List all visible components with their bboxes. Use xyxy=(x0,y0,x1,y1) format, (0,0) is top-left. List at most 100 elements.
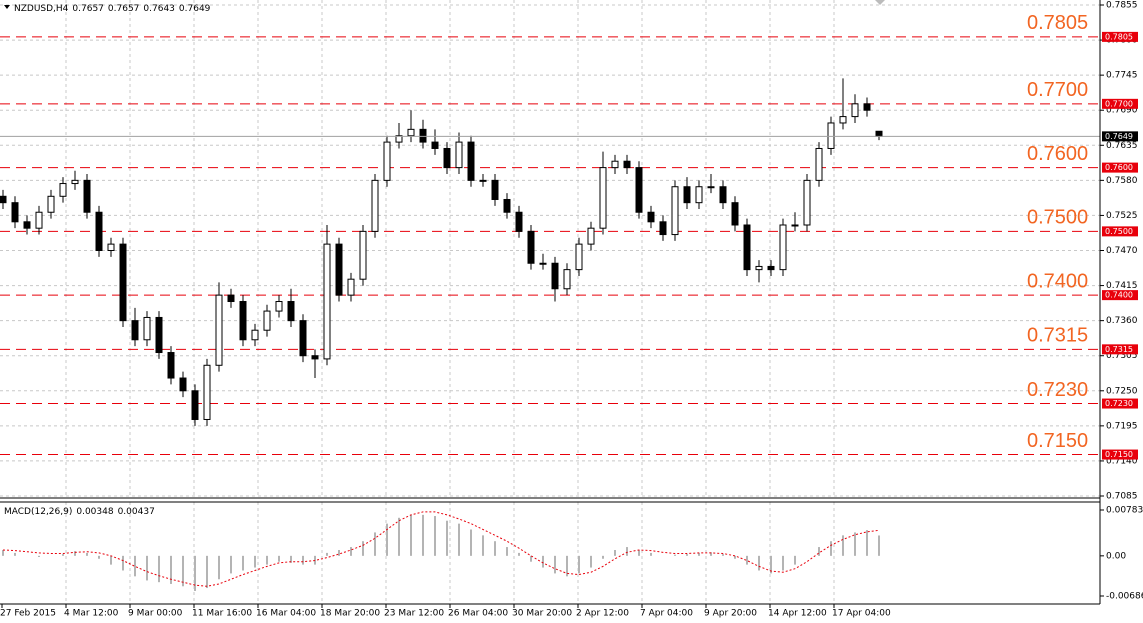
candle-body xyxy=(35,211,43,229)
x-tick-label: 27 Feb 2015 xyxy=(0,609,56,619)
level-tag xyxy=(1102,449,1138,460)
level-label: 0.7700 xyxy=(1027,79,1088,101)
x-tick-label: 9 Apr 20:00 xyxy=(704,609,757,619)
candle-body xyxy=(191,390,199,420)
candle-body xyxy=(47,195,55,213)
level-tag-label: 0.7150 xyxy=(1105,450,1133,459)
y-tick-label: 0.7580 xyxy=(1106,176,1138,186)
candle-body xyxy=(623,160,631,169)
y-tick-label: 0.7305 xyxy=(1106,351,1138,361)
candle-body xyxy=(179,377,187,392)
y-tick-label: 0.7085 xyxy=(1106,492,1138,502)
candle-body xyxy=(779,224,787,271)
chart-header: NZDUSD,H4 0.7657 0.7657 0.7643 0.7649 xyxy=(14,4,211,14)
price-tag xyxy=(1102,131,1138,142)
x-tick-label: 17 Apr 04:00 xyxy=(832,609,891,619)
candle-body xyxy=(611,160,619,169)
y-tick-label: 0.7855 xyxy=(1106,1,1138,11)
candle-body xyxy=(659,221,667,236)
level-tag xyxy=(1102,226,1138,237)
level-tag xyxy=(1102,31,1138,42)
candle-body xyxy=(503,198,511,213)
candle-body xyxy=(827,122,835,149)
candle-body xyxy=(227,294,235,303)
candle-body xyxy=(143,316,151,341)
candle-body xyxy=(335,243,343,296)
y-tick-label: 0.7470 xyxy=(1106,246,1138,256)
signal-value: 0.00437 xyxy=(118,507,155,517)
candle-body xyxy=(479,179,487,182)
level-label: 0.7150 xyxy=(1027,430,1088,452)
candle-body xyxy=(863,103,871,111)
candle-body xyxy=(767,265,775,271)
candle-body xyxy=(371,179,379,232)
candle-body xyxy=(287,301,295,322)
macd-value: 0.00348 xyxy=(76,507,113,517)
candle-body xyxy=(323,243,331,360)
x-tick-label: 23 Mar 12:00 xyxy=(384,609,444,619)
candle-body xyxy=(131,320,139,341)
x-tick-label: 11 Mar 16:00 xyxy=(192,609,252,619)
candle-body xyxy=(683,186,691,204)
candle-body xyxy=(215,294,223,366)
candle-body xyxy=(695,186,703,204)
candle-body xyxy=(515,211,523,232)
level-label: 0.7400 xyxy=(1027,270,1088,292)
x-tick-label: 14 Apr 12:00 xyxy=(768,609,827,619)
candle-body xyxy=(647,211,655,223)
candle-body xyxy=(539,262,547,265)
candle-body xyxy=(551,262,559,290)
y-tick-label: 0.7195 xyxy=(1106,421,1138,431)
level-tag xyxy=(1102,290,1138,301)
y-tick-label: 0.7525 xyxy=(1106,211,1138,221)
candle-body xyxy=(395,135,403,143)
x-tick-label: 4 Mar 12:00 xyxy=(64,609,119,619)
y-tick-label: 0.7690 xyxy=(1106,106,1138,116)
candle-body xyxy=(851,103,859,118)
candle-body xyxy=(707,186,715,189)
indicator-header: MACD(12,26,9) 0.00348 0.00437 xyxy=(4,507,155,517)
macd-y-tick-label: 0.00783 xyxy=(1106,506,1143,516)
price-tag-label: 0.7649 xyxy=(1105,132,1133,141)
candle-body xyxy=(419,128,427,143)
level-label: 0.7805 xyxy=(1027,12,1088,34)
candle-body xyxy=(275,301,283,312)
candle-body xyxy=(251,329,259,341)
candle-body xyxy=(155,316,163,354)
x-tick-label: 2 Apr 12:00 xyxy=(576,609,629,619)
candle-body xyxy=(599,167,607,229)
close-value: 0.7649 xyxy=(179,4,211,14)
candle-body xyxy=(803,179,811,226)
level-tag xyxy=(1102,162,1138,173)
candle-body xyxy=(587,227,595,245)
x-tick-label: 16 Mar 04:00 xyxy=(256,609,316,619)
candle-body xyxy=(167,352,175,379)
indicator-name: MACD(12,26,9) xyxy=(4,507,72,517)
level-tag xyxy=(1102,344,1138,355)
symbol: NZDUSD,H4 xyxy=(14,4,69,14)
macd-y-tick-label: -0.00686 xyxy=(1106,592,1143,602)
candle-body xyxy=(491,179,499,200)
candle-body xyxy=(263,310,271,331)
candle-body xyxy=(71,179,79,185)
low-value: 0.7643 xyxy=(143,4,175,14)
level-tag xyxy=(1102,398,1138,409)
candle-body xyxy=(731,202,739,226)
candle-body xyxy=(23,221,31,229)
y-tick-label: 0.7250 xyxy=(1106,386,1138,396)
candle-body xyxy=(407,128,415,137)
level-tag-label: 0.7805 xyxy=(1105,32,1133,41)
candle-body xyxy=(95,211,103,252)
menu-triangle[interactable] xyxy=(4,5,10,9)
shift-marker xyxy=(875,0,885,5)
candle-body xyxy=(59,183,67,197)
y-tick-label: 0.7360 xyxy=(1106,316,1138,326)
level-tag-label: 0.7230 xyxy=(1105,399,1133,408)
x-tick-label: 9 Mar 00:00 xyxy=(128,609,183,619)
level-tag-label: 0.7500 xyxy=(1105,227,1133,236)
candle-body xyxy=(431,141,439,149)
x-tick-label: 18 Mar 20:00 xyxy=(320,609,380,619)
level-tag-label: 0.7315 xyxy=(1105,345,1133,354)
